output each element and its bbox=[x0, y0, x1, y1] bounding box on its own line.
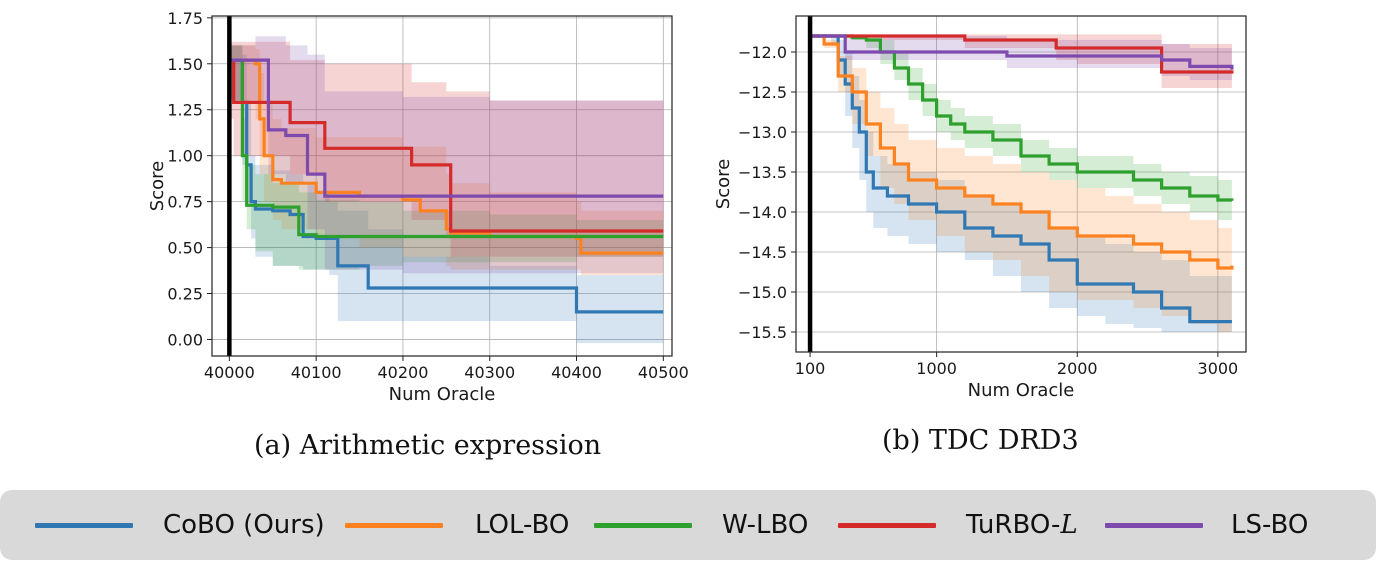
y-axis-label: Score bbox=[713, 159, 734, 209]
y-tick-label: 1.50 bbox=[167, 55, 203, 74]
band-w-lbo bbox=[229, 45, 664, 270]
x-axis-label: Num Oracle bbox=[968, 380, 1075, 401]
series-line-lol-bo bbox=[810, 34, 1234, 270]
series-line-cobo-ours bbox=[229, 58, 664, 314]
band-lol-bo bbox=[810, 36, 1232, 332]
chart-tdc-drd3: 100 1000 2000 3000 −15.5 −15.0 −14.5 −14.0 −13.5… bbox=[713, 15, 1247, 401]
x-tick-label: 40000 bbox=[204, 363, 255, 382]
x-tick-label: 100 bbox=[795, 359, 826, 378]
y-tick-label: 1.75 bbox=[167, 9, 203, 28]
legend-swatch-turbo bbox=[838, 522, 936, 528]
band-turbo-l bbox=[229, 41, 664, 257]
y-tick-label: −14.0 bbox=[738, 203, 787, 222]
caption-b: (b) TDC DRD3 bbox=[882, 425, 1079, 456]
legend: CoBO (Ours) LOL-BO W-LBO TuRBO-L LS-BO bbox=[0, 490, 1376, 560]
x-tick-label: 40300 bbox=[464, 363, 515, 382]
x-tick-label: 40400 bbox=[551, 363, 602, 382]
x-axis-label: Num Oracle bbox=[389, 384, 496, 405]
legend-swatch-lsbo bbox=[1105, 522, 1203, 528]
band-ls-bo bbox=[229, 36, 664, 274]
legend-label-lolbo: LOL-BO bbox=[475, 510, 570, 540]
legend-swatch-wlbo bbox=[594, 522, 692, 528]
series-line-w-lbo bbox=[229, 58, 664, 239]
legend-label-wlbo: W-LBO bbox=[722, 510, 809, 540]
plot-area bbox=[810, 34, 1234, 332]
y-tick-label: −13.0 bbox=[738, 123, 787, 142]
chart-arithmetic-expression: 40000 40100 40200 40300 40400 40500 0.00 0.25 0.… bbox=[147, 9, 689, 405]
band-cobo-ours bbox=[229, 45, 664, 344]
y-tick-label: 0.75 bbox=[167, 193, 203, 212]
y-tick-label: 1.00 bbox=[167, 147, 203, 166]
x-tick-label: 3000 bbox=[1198, 359, 1239, 378]
plot-area bbox=[229, 36, 664, 344]
plot-frame bbox=[795, 15, 1247, 353]
figure: 40000 40100 40200 40300 40400 40500 0.00 0.25 0.… bbox=[147, 9, 1247, 405]
x-tick-label: 2000 bbox=[1057, 359, 1098, 378]
x-tick-label: 40200 bbox=[377, 363, 428, 382]
plot-frame bbox=[211, 15, 673, 357]
legend-label-turbo-main: TuRBO- bbox=[966, 510, 1061, 540]
y-tick-label: 0.25 bbox=[167, 285, 203, 304]
legend-label-turbo-italic: L bbox=[1060, 510, 1078, 540]
y-axis-label: Score bbox=[147, 161, 168, 211]
y-tick-label: −15.0 bbox=[738, 283, 787, 302]
series-line-turbo-l bbox=[229, 58, 664, 233]
y-tick-label: −12.5 bbox=[738, 83, 787, 102]
legend-item-turbo: TuRBO-L bbox=[838, 490, 1078, 560]
band-w-lbo bbox=[810, 36, 1232, 220]
y-tick-label: −15.5 bbox=[738, 323, 787, 342]
y-tick-label: 1.25 bbox=[167, 101, 203, 120]
y-tick-label: −12.0 bbox=[738, 43, 787, 62]
legend-item-lolbo: LOL-BO bbox=[345, 490, 569, 560]
x-tick-label: 40100 bbox=[291, 363, 342, 382]
y-tick-label: 0.50 bbox=[167, 239, 203, 258]
legend-item-lsbo: LS-BO bbox=[1105, 490, 1308, 560]
legend-label-turbo: TuRBO-L bbox=[966, 510, 1078, 540]
x-tick-label: 40500 bbox=[638, 363, 689, 382]
legend-label-lsbo: LS-BO bbox=[1231, 510, 1309, 540]
series-line-ls-bo bbox=[810, 34, 1234, 70]
y-tick-label: −13.5 bbox=[738, 163, 787, 182]
series-line-ls-bo bbox=[229, 58, 664, 198]
series-line-turbo-l bbox=[810, 34, 1234, 74]
legend-swatch-lolbo bbox=[345, 522, 443, 528]
legend-item-wlbo: W-LBO bbox=[594, 490, 808, 560]
x-tick-label: 1000 bbox=[916, 359, 957, 378]
y-tick-label: 0.00 bbox=[167, 330, 203, 349]
legend-item-cobo: CoBO (Ours) bbox=[35, 490, 325, 560]
band-lol-bo bbox=[229, 45, 664, 276]
legend-swatch-cobo bbox=[35, 522, 133, 528]
legend-label-cobo: CoBO (Ours) bbox=[163, 510, 325, 540]
band-cobo-ours bbox=[810, 36, 1232, 332]
y-tick-label: −14.5 bbox=[738, 243, 787, 262]
series-line-w-lbo bbox=[810, 34, 1234, 202]
caption-a: (a) Arithmetic expression bbox=[254, 430, 602, 461]
